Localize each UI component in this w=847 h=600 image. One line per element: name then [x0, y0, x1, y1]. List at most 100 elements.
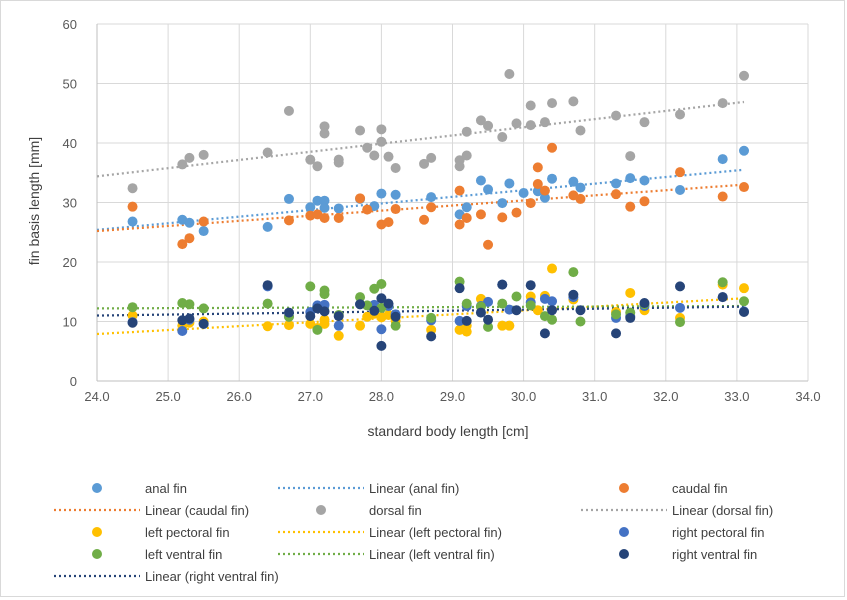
data-point	[539, 185, 550, 196]
data-point	[497, 279, 508, 290]
data-point	[497, 212, 508, 223]
data-point	[312, 195, 323, 206]
data-point	[127, 302, 138, 313]
legend-marker	[92, 527, 102, 537]
data-point	[539, 192, 550, 203]
data-point	[461, 202, 472, 213]
legend-label: right pectoral fin	[672, 525, 765, 540]
data-point	[184, 233, 195, 244]
data-point	[461, 150, 472, 161]
data-point	[376, 188, 387, 199]
data-point	[184, 313, 195, 324]
data-point	[262, 321, 273, 332]
data-point	[525, 198, 536, 209]
data-point	[390, 204, 401, 215]
data-point	[319, 195, 330, 206]
y-tick-label: 0	[70, 374, 77, 389]
legend-marker	[619, 549, 629, 559]
data-point	[390, 162, 401, 173]
data-point	[539, 117, 550, 128]
legend-label: Linear (anal fin)	[369, 481, 459, 496]
data-point	[739, 306, 750, 317]
data-point	[532, 179, 543, 190]
data-point	[127, 216, 138, 227]
data-point	[511, 305, 522, 316]
data-point	[426, 331, 437, 342]
data-point	[611, 309, 622, 320]
data-point	[717, 277, 728, 288]
data-point	[283, 307, 294, 318]
legend-label: left pectoral fin	[145, 525, 230, 540]
data-point	[625, 151, 636, 162]
data-point	[511, 207, 522, 218]
data-point	[376, 136, 387, 147]
data-point	[639, 117, 650, 128]
data-point	[305, 311, 316, 322]
data-point	[483, 184, 494, 195]
data-point	[568, 96, 579, 107]
data-point	[518, 187, 529, 198]
data-point	[262, 280, 273, 291]
legend-label: anal fin	[145, 481, 187, 496]
data-point	[675, 167, 686, 178]
data-point	[483, 321, 494, 332]
data-point	[454, 185, 465, 196]
data-point	[525, 120, 536, 131]
data-point	[504, 68, 515, 79]
data-point	[547, 173, 558, 184]
data-point	[739, 296, 750, 307]
data-point	[525, 280, 536, 291]
data-point	[461, 126, 472, 137]
data-point	[611, 328, 622, 339]
legend-label: Linear (left pectoral fin)	[369, 525, 502, 540]
data-point	[511, 118, 522, 129]
data-point	[461, 212, 472, 223]
data-point	[305, 202, 316, 213]
data-point	[483, 296, 494, 307]
data-point	[198, 149, 209, 160]
data-point	[675, 302, 686, 313]
legend-label: caudal fin	[672, 481, 728, 496]
data-point	[376, 124, 387, 135]
data-point	[198, 216, 209, 227]
legend-label: dorsal fin	[369, 503, 422, 518]
data-point	[355, 299, 366, 310]
data-point	[283, 215, 294, 226]
y-axis-title: fin basis length [mm]	[26, 137, 42, 265]
data-point	[333, 157, 344, 168]
data-point	[611, 110, 622, 121]
data-point	[532, 162, 543, 173]
data-point	[198, 226, 209, 237]
data-point	[198, 303, 209, 314]
data-point	[625, 201, 636, 212]
y-tick-label: 40	[63, 136, 77, 151]
data-point	[319, 212, 330, 223]
x-tick-label: 28.0	[369, 389, 394, 404]
grid	[96, 23, 809, 382]
data-point	[355, 193, 366, 204]
data-point	[198, 318, 209, 329]
data-point	[184, 152, 195, 163]
data-point	[539, 328, 550, 339]
legend-marker	[92, 549, 102, 559]
data-point	[675, 185, 686, 196]
data-point	[355, 292, 366, 303]
data-point	[319, 202, 330, 213]
data-points	[127, 68, 750, 351]
data-point	[611, 189, 622, 200]
data-point	[419, 158, 430, 169]
data-point	[454, 219, 465, 230]
data-point	[497, 132, 508, 143]
data-point	[639, 196, 650, 207]
tick-labels: 24.0 25.0 26.0 27.0 28.0 29.0 30.0 31.0 32.0 33.0…	[63, 17, 821, 404]
x-tick-label: 32.0	[653, 389, 678, 404]
data-point	[575, 305, 586, 316]
x-tick-label: 34.0	[795, 389, 820, 404]
data-point	[547, 98, 558, 109]
data-point	[547, 142, 558, 153]
data-point	[319, 128, 330, 139]
data-point	[426, 312, 437, 323]
data-point	[611, 178, 622, 189]
data-point	[333, 203, 344, 214]
